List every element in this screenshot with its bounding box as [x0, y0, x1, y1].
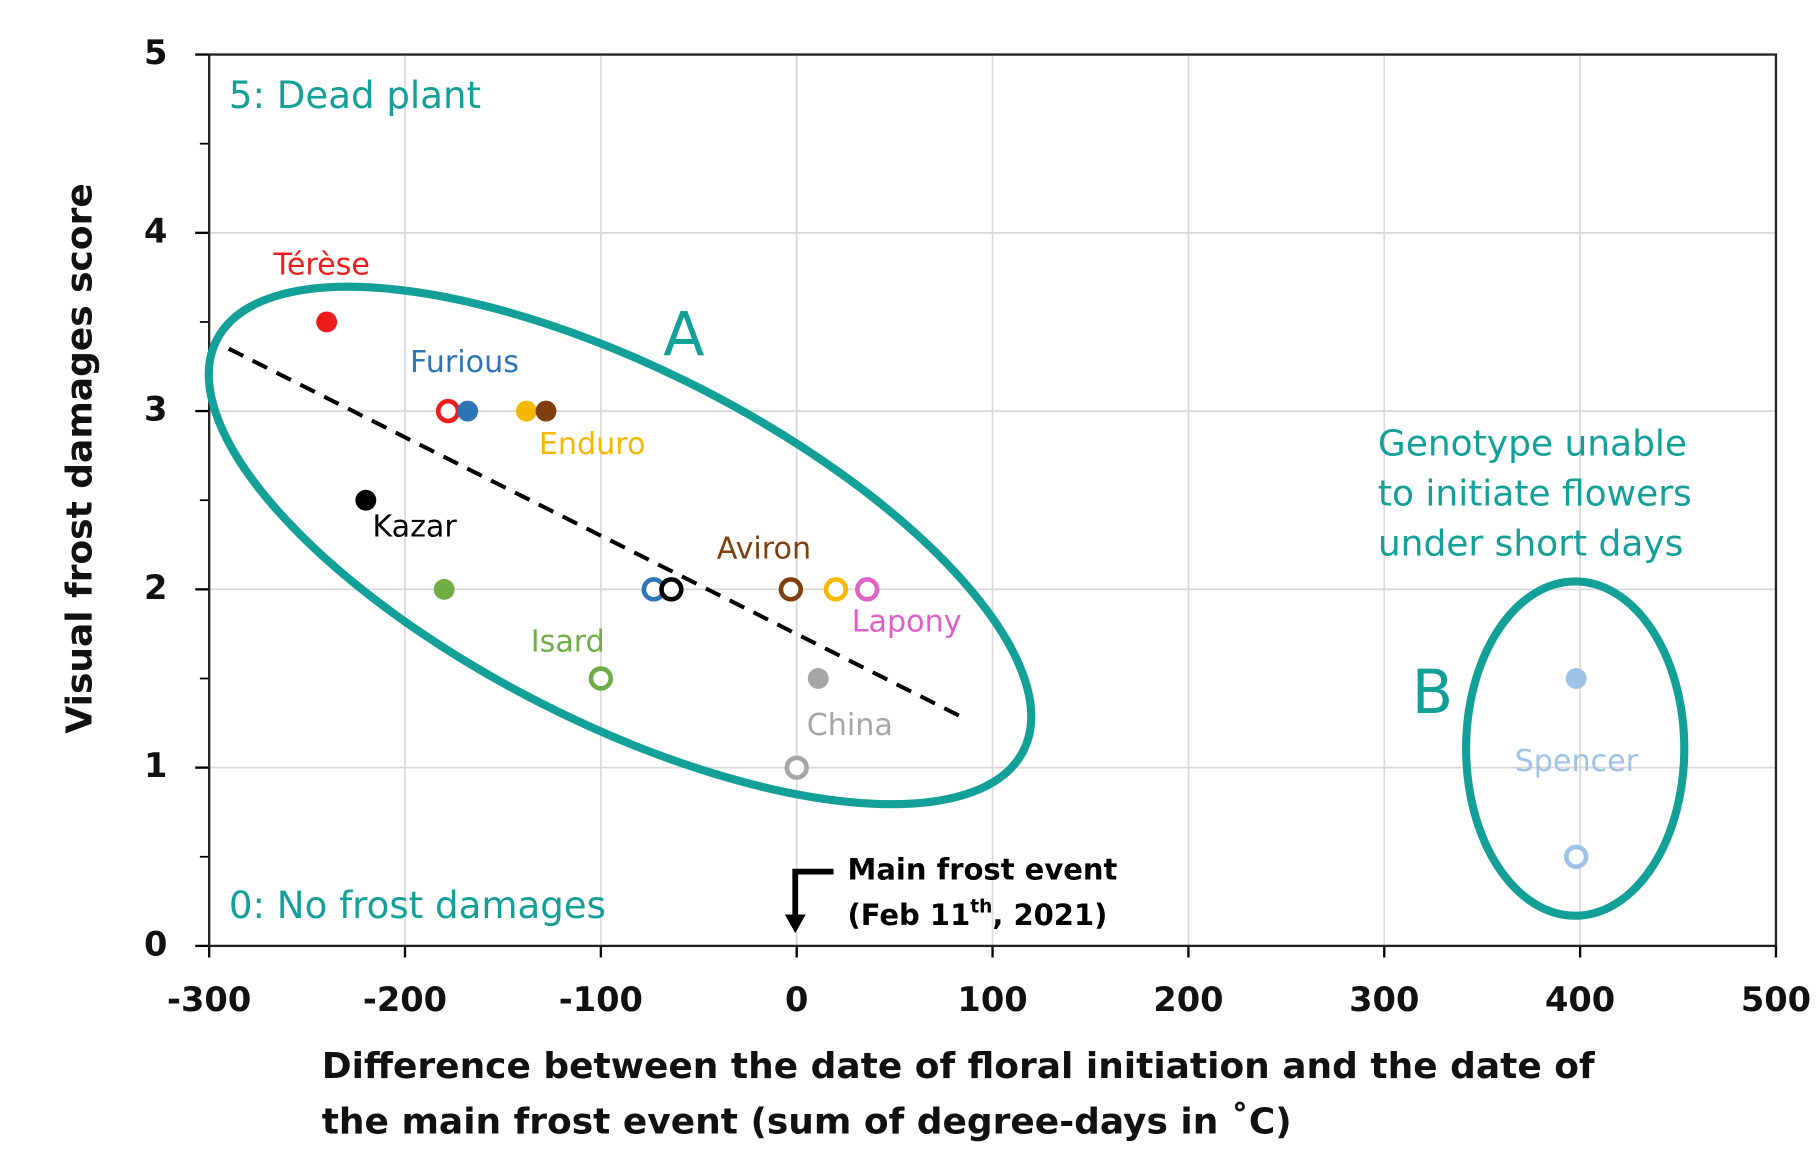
filled-marker — [316, 311, 338, 333]
x-tick-label: -100 — [559, 980, 643, 1019]
annotation-superscript: th — [970, 896, 992, 917]
annotation-part: , 2021) — [992, 898, 1107, 932]
y-tick-label: 2 — [144, 568, 167, 607]
open-marker — [1564, 844, 1589, 869]
x-axis-title: the main frost event (sum of degree-days… — [322, 1101, 1292, 1142]
frost-arrow-head — [784, 914, 806, 934]
group-label: B — [1412, 658, 1453, 728]
group-b-ellipse — [1462, 577, 1689, 920]
trend-line — [227, 346, 965, 720]
annotation-part: (Feb 11 — [847, 898, 970, 932]
open-marker — [659, 577, 684, 602]
filled-marker — [433, 578, 455, 600]
group-a-ellipse — [204, 282, 1036, 809]
filled-marker — [535, 400, 557, 422]
y-tick-label: 3 — [144, 390, 167, 429]
filled-marker — [355, 489, 377, 511]
x-axis-title: Difference between the date of floral in… — [322, 1046, 1595, 1087]
filled-marker — [807, 668, 829, 689]
open-marker — [784, 755, 809, 780]
open-marker — [588, 666, 614, 691]
point-label: Aviron — [717, 532, 811, 567]
x-tick-label: 200 — [1153, 980, 1223, 1019]
y-tick-label: 4 — [144, 211, 167, 250]
open-marker — [855, 577, 880, 602]
frost-arrow — [792, 868, 834, 917]
marks-layer: Térèse Furious Enduro Aviron Kazar Isard Lapon… — [227, 247, 1639, 869]
point-label: Furious — [410, 345, 519, 380]
group-label: A — [663, 300, 704, 370]
y-tick-label: 1 — [144, 746, 167, 785]
x-tick-label: -200 — [363, 980, 447, 1019]
point-label: Isard — [531, 624, 605, 659]
point-label: China — [807, 708, 893, 743]
point-label: Térèse — [273, 247, 370, 282]
x-tick-label: -300 — [167, 980, 251, 1019]
x-tick-label: 300 — [1349, 980, 1419, 1019]
y-tick-label: 0 — [144, 924, 167, 963]
filled-marker — [1565, 668, 1587, 689]
annotation: 0: No frost damages — [229, 884, 606, 927]
filled-marker — [515, 400, 537, 422]
x-tick-label: 0 — [785, 980, 808, 1019]
annotation: (Feb 11th, 2021) — [847, 896, 1107, 932]
point-label: Enduro — [539, 427, 646, 462]
open-marker — [778, 577, 804, 602]
x-tick-label: 500 — [1741, 980, 1811, 1019]
point-label: Lapony — [852, 605, 962, 640]
plot-frame — [207, 53, 1778, 948]
y-axis-title: Visual frost damages score — [59, 183, 100, 733]
point-label: Spencer — [1515, 744, 1639, 779]
annotation: Genotype unable — [1378, 424, 1687, 465]
annotation: Main frost event — [847, 853, 1117, 887]
annotation: under short days — [1378, 523, 1684, 564]
open-marker — [435, 398, 461, 424]
x-tick-label: 400 — [1545, 980, 1615, 1019]
annotation: 5: Dead plant — [229, 74, 481, 117]
filled-marker — [457, 400, 479, 422]
open-marker — [823, 577, 849, 602]
point-label: Kazar — [372, 510, 457, 545]
annotation: to initiate flowers — [1378, 474, 1692, 515]
x-tick-label: 100 — [957, 980, 1027, 1019]
y-tick-label: 5 — [144, 33, 167, 72]
